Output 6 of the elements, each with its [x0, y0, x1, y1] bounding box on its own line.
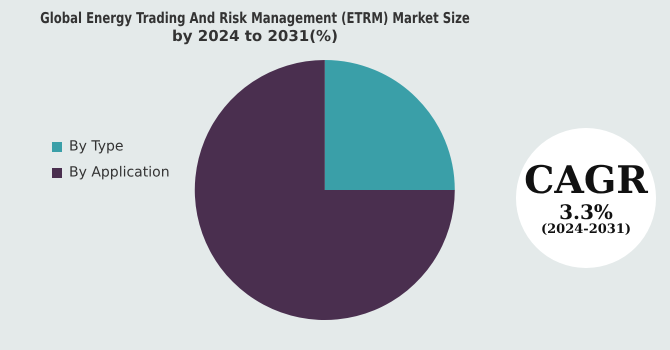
text: CAGR — [524, 156, 648, 202]
legend-label: By Type — [69, 138, 124, 155]
text: (2024-2031) — [540, 222, 632, 238]
legend-label: By Application — [69, 164, 170, 181]
text: 3.3% — [559, 200, 613, 224]
chart-title: Global Energy Trading And Risk Management (ETRM) Market Size by 2024 to 2031(%) — [40, 10, 470, 45]
